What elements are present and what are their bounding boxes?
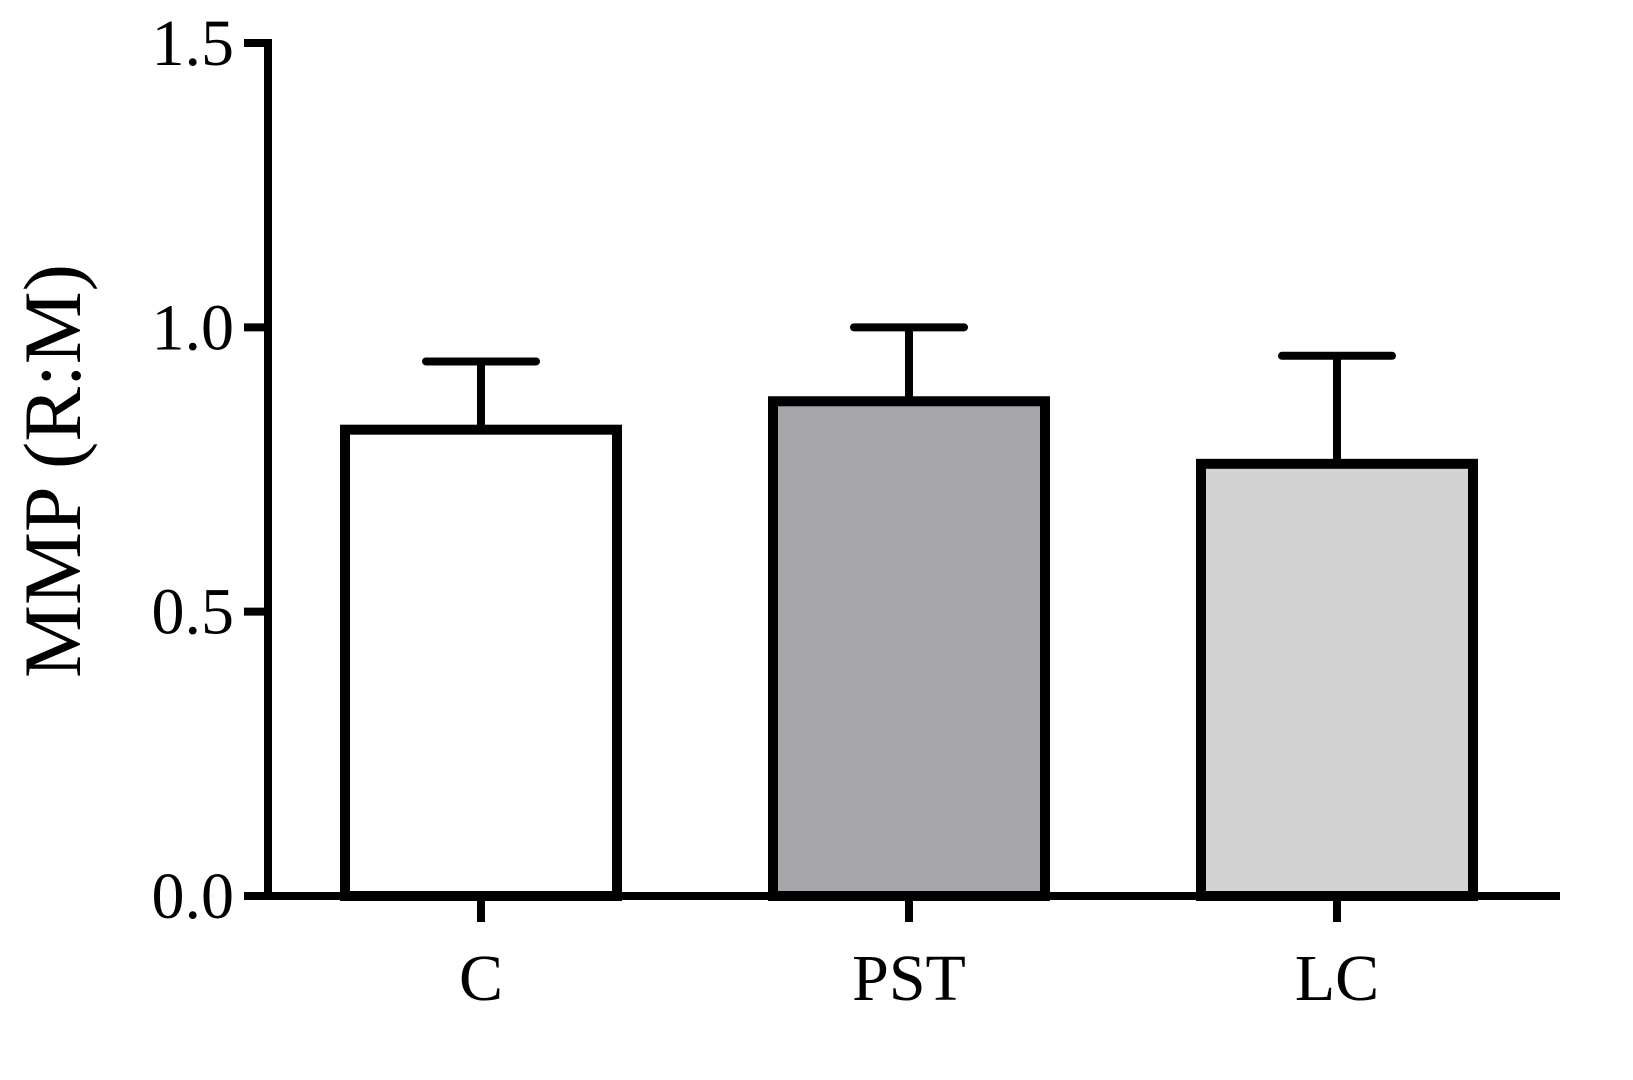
y-axis-label: MMP (R:M) — [7, 264, 98, 678]
bar-pst — [768, 396, 1050, 901]
y-tick-label: 1.5 — [152, 7, 235, 80]
y-tick-label: 0.5 — [152, 576, 235, 649]
bar-c — [340, 424, 622, 901]
axes-layer: C PST LC 0.0 0.5 1.0 1.5 — [152, 7, 1560, 1015]
y-tick-label: 1.0 — [152, 291, 235, 364]
x-tick-label-lc: LC — [1295, 942, 1379, 1015]
bar-lc — [1196, 458, 1478, 901]
bars-layer — [340, 323, 1478, 901]
x-tick-label-pst: PST — [852, 942, 966, 1015]
y-tick-label: 0.0 — [152, 860, 235, 933]
x-tick-label-c: C — [459, 942, 503, 1015]
